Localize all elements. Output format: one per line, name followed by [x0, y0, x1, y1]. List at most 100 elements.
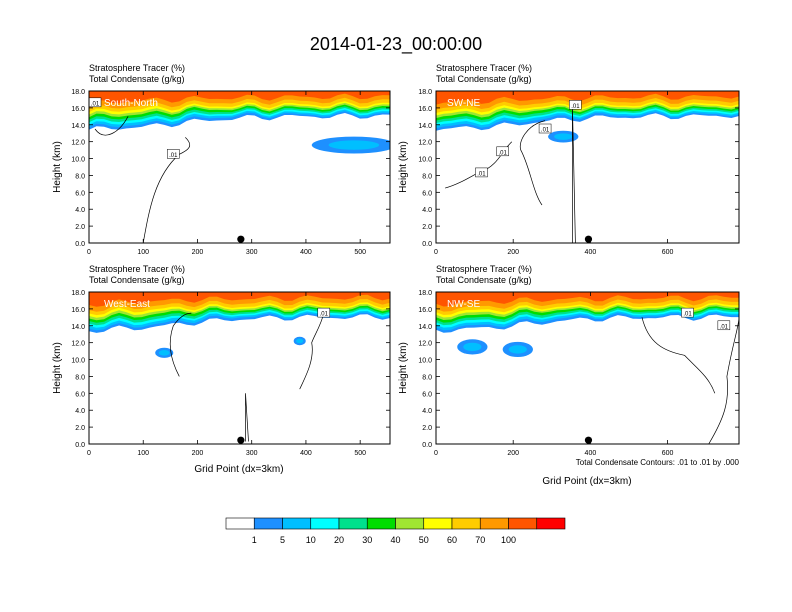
y-tick-label: 4.0 — [75, 207, 85, 214]
tracer-field: .01 — [89, 292, 390, 442]
colorbar-label: 50 — [419, 535, 429, 545]
condensate-contour — [299, 313, 325, 390]
location-marker — [584, 235, 593, 243]
contour-label-box — [717, 320, 731, 331]
y-tick-label: 0.0 — [422, 241, 432, 248]
plot-area: .01 0.0 2.0 4.0 6.0 8.0 10.0 12.0 14.0 16.0 18.0 0 1… — [71, 290, 391, 457]
tracer-field: .01 .01 — [436, 292, 739, 444]
panel-sw-ne: Stratosphere Tracer (%) Total Condensate… — [398, 63, 740, 256]
tracer-level-100 — [436, 292, 739, 307]
x-tick-label: 0 — [87, 450, 91, 457]
x-axis-label: Grid Point (dx=3km) — [542, 476, 631, 487]
panel-west-east: Stratosphere Tracer (%) Total Condensate… — [52, 264, 391, 475]
colorbar-swatch — [508, 517, 538, 530]
y-tick-label: 16.0 — [71, 307, 85, 314]
colorbar-swatch — [225, 517, 255, 530]
colorbar-swatch — [423, 517, 453, 530]
colorbar-swatch — [536, 517, 566, 530]
plot-area: .01 .01 .01 .01 0.0 2.0 4.0 6.0 8.0 10.0 12.0 14.0 1… — [418, 89, 740, 256]
y-tick-label: 12.0 — [418, 140, 432, 147]
y-axis-label: Height (km) — [398, 141, 409, 193]
panel-label: NW-SE — [447, 299, 480, 310]
y-tick-label: 14.0 — [418, 123, 432, 130]
x-tick-label: 400 — [300, 249, 312, 256]
x-tick-label: 200 — [507, 249, 519, 256]
panel-nw-se: Stratosphere Tracer (%) Total Condensate… — [398, 264, 740, 487]
y-tick-label: 0.0 — [75, 241, 85, 248]
plot-frame — [435, 90, 740, 244]
colorbar-label: 60 — [447, 535, 457, 545]
y-tick-label: 6.0 — [75, 190, 85, 197]
location-marker — [584, 436, 593, 444]
plot-frame — [88, 90, 391, 244]
y-tick-label: 4.0 — [422, 408, 432, 415]
colorbar-label: 100 — [501, 535, 516, 545]
panel-subtitle-1: Stratosphere Tracer (%) — [436, 63, 532, 73]
colorbar-swatch — [253, 517, 283, 530]
x-tick-label: 400 — [300, 450, 312, 457]
x-tick-label: 400 — [585, 450, 597, 457]
contour-label: .01 — [683, 312, 692, 318]
colorbar-label: 30 — [362, 535, 372, 545]
panel-label: SW-NE — [447, 98, 480, 109]
panel-subtitle-2: Total Condensate (g/kg) — [89, 275, 185, 285]
panel-subtitle-1: Stratosphere Tracer (%) — [436, 264, 532, 274]
y-tick-label: 8.0 — [75, 374, 85, 381]
y-tick-label: 6.0 — [422, 190, 432, 197]
tracer-blob-core — [328, 140, 380, 150]
y-tick-label: 10.0 — [71, 358, 85, 365]
colorbar-swatch — [282, 517, 312, 530]
x-tick-label: 300 — [246, 249, 258, 256]
tracer-field: .01 .01 — [89, 91, 390, 243]
tracer-level-100 — [89, 91, 390, 104]
y-tick-label: 10.0 — [418, 157, 432, 164]
y-tick-label: 18.0 — [71, 290, 85, 297]
colorbar-label: 10 — [306, 535, 316, 545]
x-tick-label: 600 — [662, 249, 674, 256]
x-tick-label: 0 — [87, 249, 91, 256]
condensate-contour — [245, 393, 249, 442]
tracer-level-100 — [89, 292, 390, 307]
contour-label-box — [475, 167, 488, 178]
condensate-contour — [641, 317, 716, 394]
tracer-level-100 — [436, 91, 739, 105]
x-tick-label: 600 — [662, 450, 674, 457]
tracer-blob-core — [296, 338, 304, 344]
location-marker — [237, 436, 245, 444]
contour-label: .01 — [541, 128, 550, 134]
y-tick-label: 16.0 — [71, 106, 85, 113]
colorbar-swatch — [395, 517, 425, 530]
y-tick-label: 16.0 — [418, 106, 432, 113]
panel-south-north: Stratosphere Tracer (%) Total Condensate… — [52, 63, 391, 256]
tracer-field: .01 .01 .01 .01 — [436, 91, 739, 243]
contour-label-box — [538, 123, 552, 134]
contour-note: Total Condensate Contours: .01 to .01 by… — [576, 458, 740, 467]
panel-subtitle-1: Stratosphere Tracer (%) — [89, 264, 185, 274]
panel-subtitle-1: Stratosphere Tracer (%) — [89, 63, 185, 73]
y-tick-label: 8.0 — [75, 173, 85, 180]
panel-subtitle-2: Total Condensate (g/kg) — [436, 275, 532, 285]
contour-label: .01 — [571, 104, 580, 110]
contour-label: .01 — [169, 153, 178, 159]
panel-label: West-East — [104, 299, 150, 310]
y-tick-label: 16.0 — [418, 307, 432, 314]
x-tick-label: 100 — [137, 450, 149, 457]
colorbar-swatch — [479, 517, 509, 530]
y-tick-label: 2.0 — [75, 224, 85, 231]
colorbar-swatch — [338, 517, 368, 530]
y-tick-label: 6.0 — [75, 391, 85, 398]
contour-label: .01 — [498, 150, 507, 156]
x-tick-label: 500 — [354, 249, 366, 256]
contour-label-box — [569, 100, 582, 110]
condensate-contour — [519, 120, 546, 206]
contour-label: .01 — [477, 171, 486, 177]
x-axis-label: Grid Point (dx=3km) — [194, 464, 283, 475]
panel-subtitle-2: Total Condensate (g/kg) — [436, 74, 532, 84]
y-tick-label: 14.0 — [71, 123, 85, 130]
colorbar-swatch — [310, 517, 340, 530]
plot-frame — [435, 291, 740, 445]
colorbar-swatch — [451, 517, 481, 530]
y-tick-label: 4.0 — [75, 408, 85, 415]
y-tick-label: 10.0 — [71, 157, 85, 164]
condensate-contour — [169, 312, 192, 377]
